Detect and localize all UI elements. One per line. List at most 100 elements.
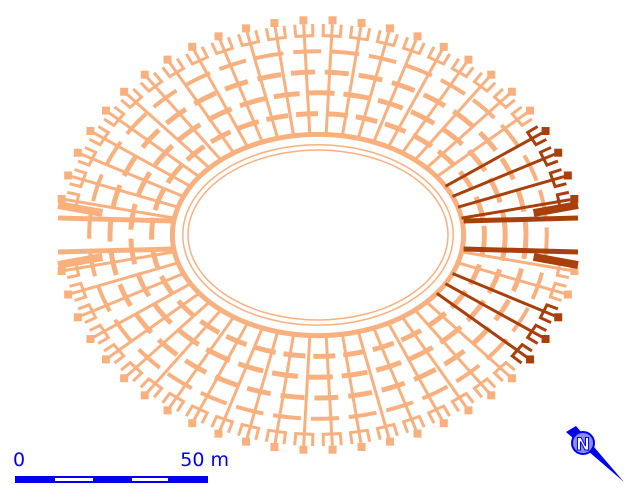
- pier: [139, 71, 164, 94]
- scale-bar-segment: [132, 478, 168, 481]
- entrance-wall: [57, 201, 104, 217]
- radial-wall: [457, 261, 565, 295]
- pier: [548, 168, 567, 189]
- radial-wall: [108, 111, 201, 179]
- pier: [103, 342, 126, 365]
- pier: [375, 422, 399, 441]
- pier-end: [439, 42, 448, 51]
- radial-wall: [218, 39, 264, 143]
- pier: [237, 422, 261, 441]
- pier: [426, 46, 451, 66]
- corridor-ring: [128, 90, 508, 380]
- scale-bar: 0 50 m: [13, 449, 229, 483]
- radial-wall: [444, 131, 543, 188]
- pier-end: [242, 24, 251, 33]
- pier-end: [357, 442, 366, 451]
- pier: [472, 71, 497, 94]
- pier-end: [507, 87, 516, 96]
- pier-end: [188, 419, 197, 428]
- pier: [88, 125, 111, 147]
- radial-wall: [168, 61, 235, 154]
- pier-end: [541, 334, 550, 343]
- north-arrow-circle: [571, 431, 595, 455]
- pier-end: [299, 445, 308, 454]
- pier: [401, 414, 426, 434]
- radial-wall: [401, 61, 468, 154]
- pier: [210, 36, 235, 56]
- pier-end: [214, 429, 223, 438]
- pier: [88, 323, 111, 345]
- radial-wall: [168, 316, 235, 409]
- pier-end: [101, 355, 110, 364]
- pier: [69, 281, 88, 302]
- radial-wall: [126, 93, 211, 170]
- radial-wall: [80, 272, 185, 318]
- entrance-wall: [57, 215, 173, 224]
- pier-end: [188, 42, 197, 51]
- radial-wall: [340, 26, 363, 137]
- pier-end: [120, 374, 129, 383]
- pier: [492, 87, 516, 110]
- radial-wall: [71, 261, 179, 295]
- pier-end: [57, 267, 66, 276]
- pier: [525, 323, 548, 345]
- radial-wall: [372, 327, 418, 431]
- pier: [185, 46, 210, 66]
- radial-wall: [302, 335, 312, 446]
- radial-wall: [461, 198, 571, 220]
- pier: [139, 376, 164, 399]
- pier-end: [140, 391, 149, 400]
- radial-wall: [425, 93, 510, 170]
- pier-end: [64, 171, 73, 180]
- pier-end: [270, 19, 279, 28]
- pier-end: [328, 445, 337, 454]
- pier: [538, 146, 559, 168]
- arena-edge: [182, 144, 454, 326]
- radial-wall: [413, 309, 490, 394]
- pier-end: [73, 148, 82, 157]
- pier-end: [563, 290, 572, 299]
- entrance-wall: [532, 201, 579, 217]
- radial-wall: [444, 282, 543, 339]
- pier: [161, 391, 186, 413]
- pier: [472, 376, 497, 399]
- pier-end: [299, 16, 308, 25]
- pier-end: [101, 106, 110, 115]
- pier-end: [507, 374, 516, 383]
- pier: [375, 29, 399, 48]
- pier-end: [413, 429, 422, 438]
- pier: [401, 36, 426, 56]
- pier-end: [526, 355, 535, 364]
- pier-end: [563, 171, 572, 180]
- pier: [538, 302, 559, 324]
- radial-wall: [245, 31, 280, 139]
- pier-end: [541, 127, 550, 136]
- pier-end: [526, 106, 535, 115]
- pier: [426, 404, 451, 424]
- radial-wall: [245, 331, 280, 439]
- pier-end: [328, 16, 337, 25]
- pier-end: [464, 406, 473, 415]
- scale-bar-body: [15, 476, 208, 483]
- pier-end: [554, 148, 563, 157]
- pier: [450, 391, 475, 413]
- scale-start-label: 0: [13, 449, 25, 471]
- pier: [264, 428, 288, 445]
- radial-wall: [108, 291, 201, 359]
- pier: [77, 146, 98, 168]
- radial-wall: [401, 316, 468, 409]
- radial-wall: [372, 39, 418, 143]
- radial-wall: [146, 76, 223, 161]
- radial-wall: [192, 49, 249, 148]
- pier-end: [385, 437, 394, 446]
- north-arrow: N: [566, 426, 624, 482]
- corridor-ring: [169, 131, 467, 339]
- pier-end: [64, 290, 73, 299]
- pier: [103, 105, 126, 128]
- corridor-ring: [87, 49, 549, 421]
- radial-wall: [340, 333, 363, 444]
- pier-end: [163, 55, 172, 64]
- pier: [77, 302, 98, 324]
- radial-wall: [146, 309, 223, 394]
